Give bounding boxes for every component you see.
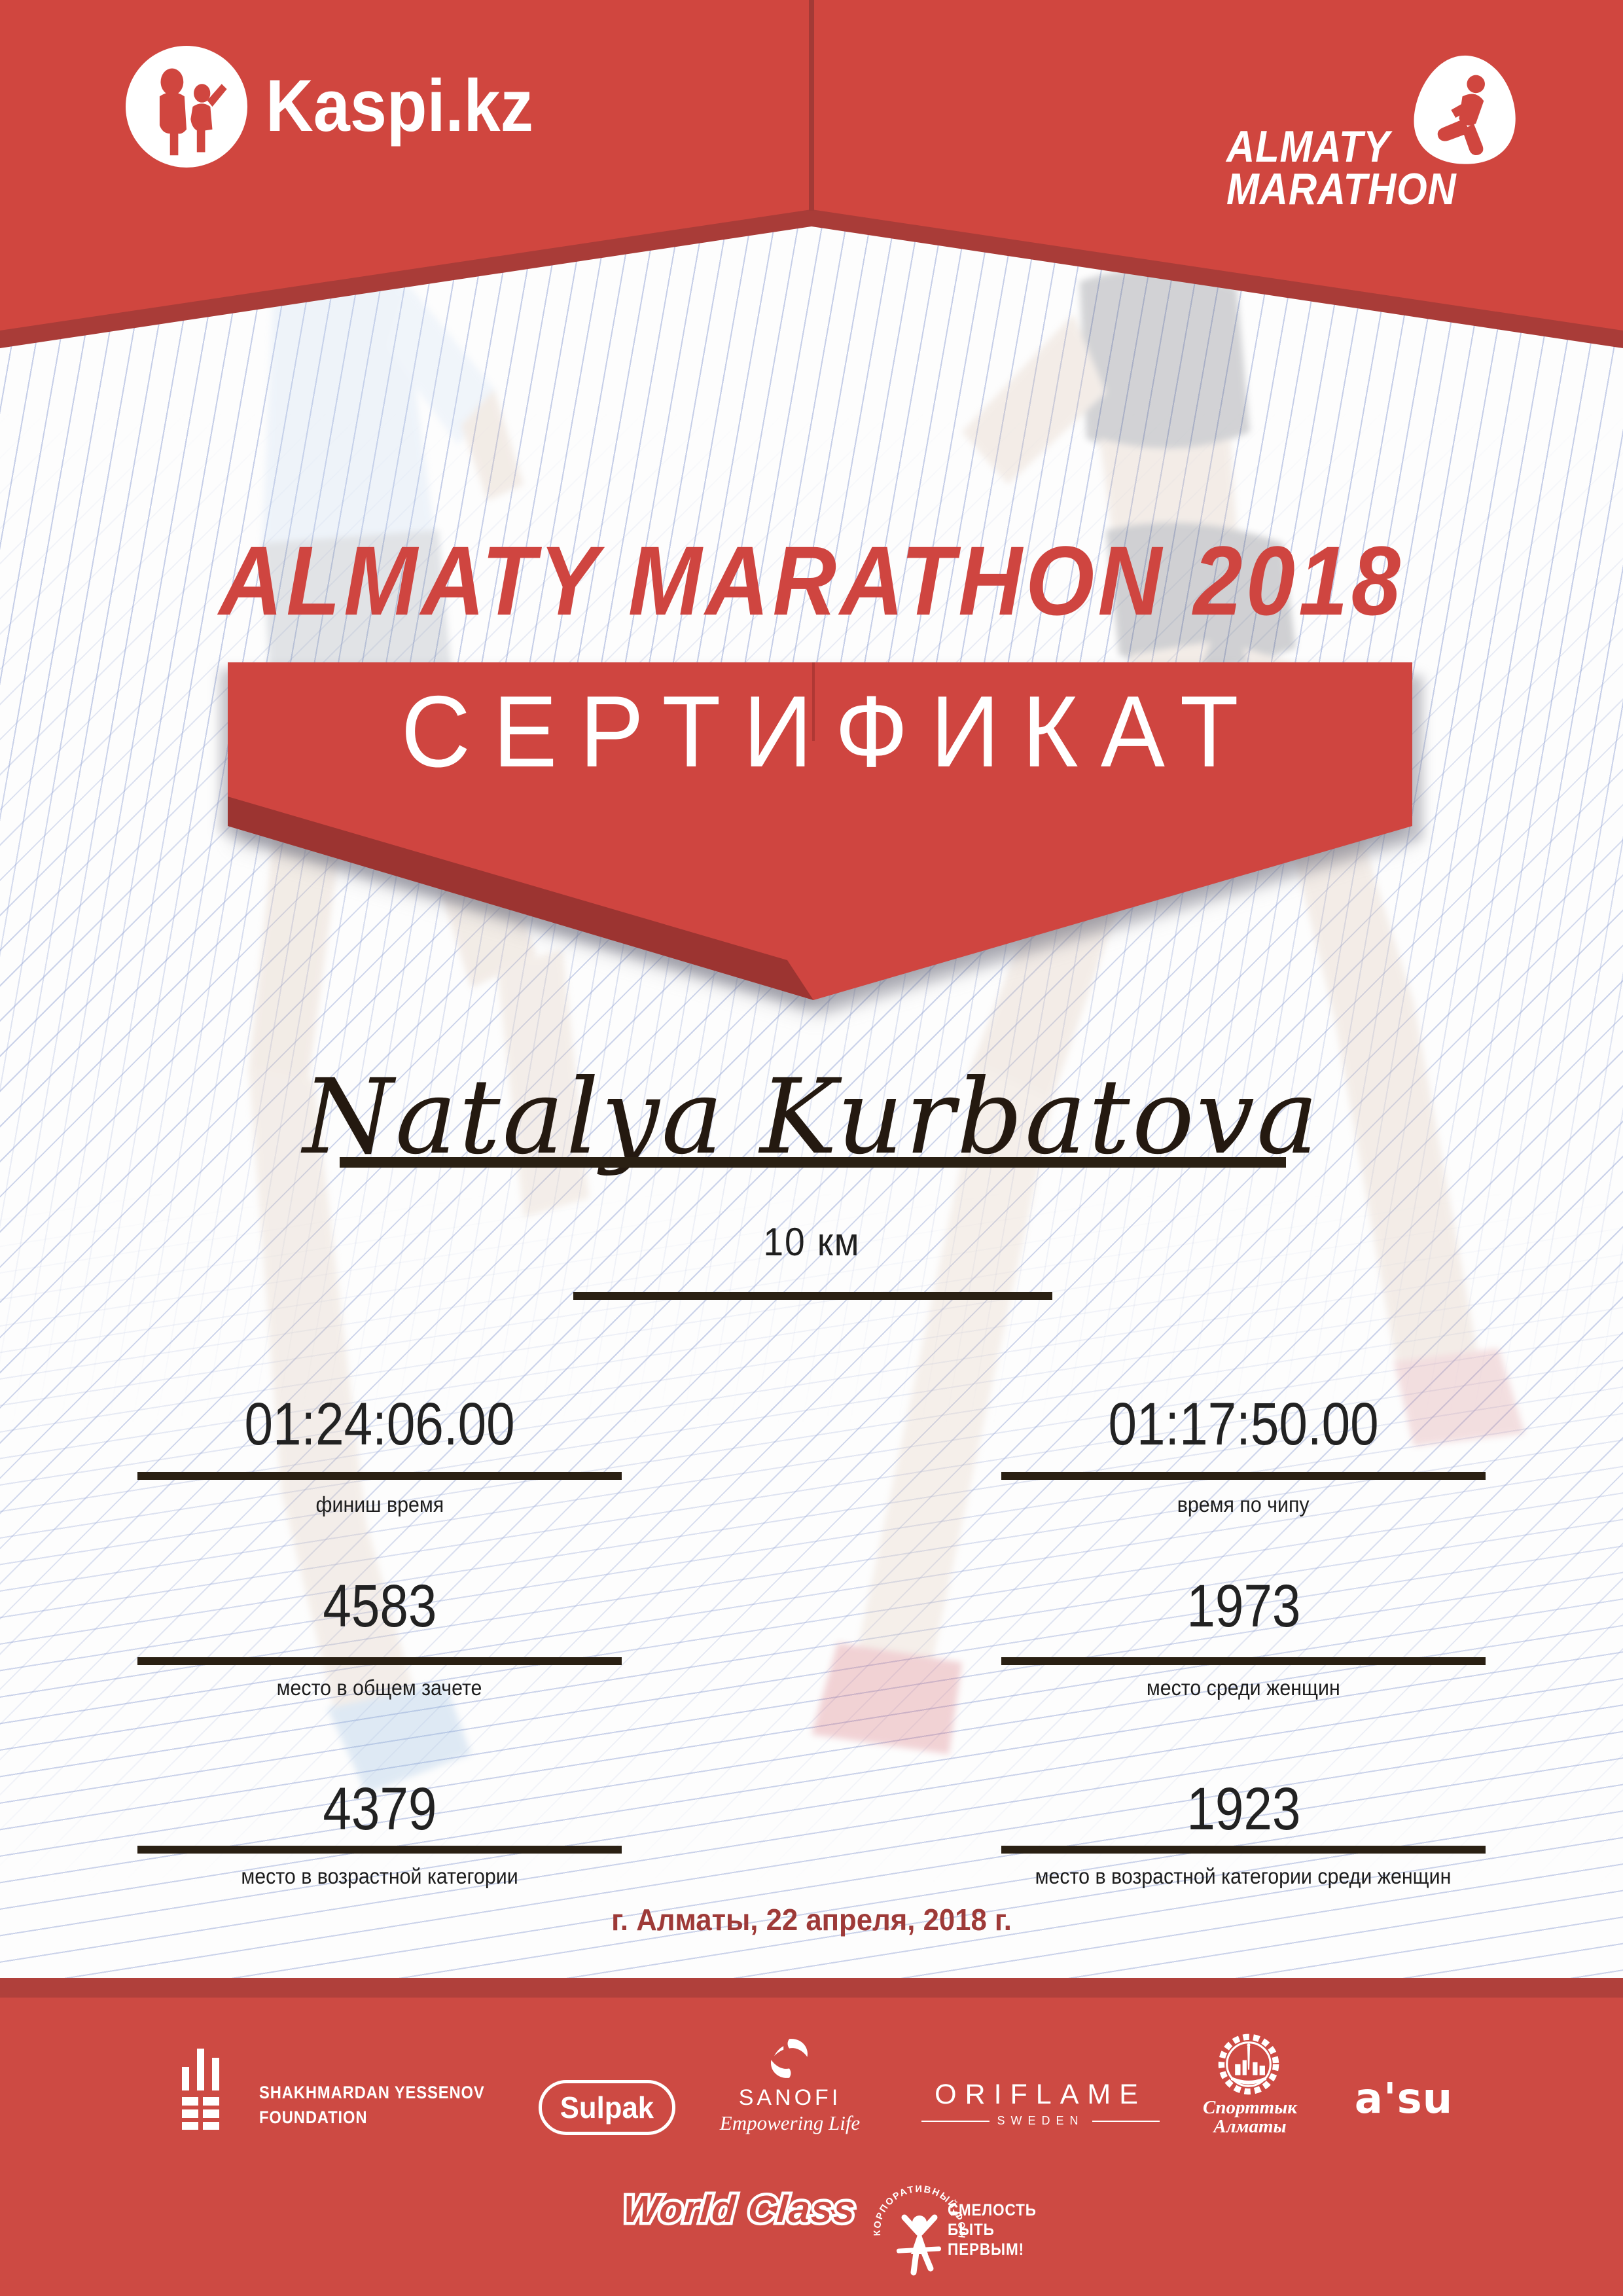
footer-shadow-strip xyxy=(0,1978,1623,1998)
overall-place-underline xyxy=(137,1657,622,1665)
participant-name: Natalya Kurbatova xyxy=(302,1057,1321,1177)
finish-time-value: 01:24:06.00 xyxy=(244,1391,515,1458)
almaty-marathon-runner-icon xyxy=(1414,55,1516,164)
sport-almaty-logo-text: Спорттык Алматы xyxy=(1202,2097,1298,2137)
certificate-label: СЕРТИФИКАТ xyxy=(401,675,1262,788)
distance-underline xyxy=(573,1292,1052,1300)
age-women-place-value: 1923 xyxy=(1186,1776,1300,1842)
oriflame-sweden-row: SWEDEN xyxy=(921,2114,1160,2128)
age-place-underline xyxy=(137,1846,622,1854)
event-title: ALMATY MARATHON 2018 xyxy=(219,526,1404,636)
sanofi-logo-text: SANOFI xyxy=(738,2085,842,2110)
overall-place-value: 4583 xyxy=(323,1573,437,1640)
courage-fund-slogan: СМЕЛОСТЬ БЫТЬ ПЕРВЫМ! xyxy=(948,2201,1037,2259)
almaty-marathon-logo-text: ALMATY MARATHON xyxy=(1226,122,1457,214)
chip-time-underline xyxy=(1001,1472,1486,1480)
event-date: г. Алматы, 22 апреля, 2018 г. xyxy=(611,1903,1012,1937)
runners-photo xyxy=(249,160,1525,1793)
yessenov-foundation-icon xyxy=(182,2049,219,2130)
women-place-underline xyxy=(1001,1657,1486,1665)
name-underline xyxy=(340,1157,1286,1168)
kaspi-logo-icon xyxy=(126,46,247,168)
sulpak-logo: Sulpak xyxy=(539,2080,675,2135)
chip-time-label: время по чипу xyxy=(1177,1492,1310,1516)
oriflame-country: SWEDEN xyxy=(997,2114,1084,2127)
almaty-marathon-logo-line1: ALMATY xyxy=(1226,122,1391,171)
women-place-value: 1973 xyxy=(1186,1573,1300,1640)
header-center-seam xyxy=(809,0,814,211)
kaspi-logo-text: Kaspi.kz xyxy=(266,65,533,147)
certificate-badge-seam xyxy=(812,662,815,741)
overall-place-label: место в общем зачете xyxy=(277,1676,482,1700)
courage-fund-star: ★ xyxy=(949,2208,958,2219)
kaspi-family-icon xyxy=(159,68,227,156)
world-class-logo-text: World Class xyxy=(618,2185,861,2234)
finish-time-label: финиш время xyxy=(315,1492,444,1516)
oriflame-right-rule xyxy=(1092,2120,1160,2122)
age-women-place-label: место в возрастной категории среди женщи… xyxy=(1035,1864,1452,1888)
age-place-label: место в возрастной категории xyxy=(241,1864,518,1888)
courage-fund-icon: КОРПОРАТИВНЫЙ ФОНД ★ xyxy=(865,2173,965,2276)
sanofi-tagline: Empowering Life xyxy=(719,2111,861,2134)
footer-band xyxy=(0,1998,1623,2296)
chip-time-value: 01:17:50.00 xyxy=(1108,1391,1379,1458)
asu-logo-text: a'su xyxy=(1354,2075,1454,2123)
certificate-badge: СЕРТИФИКАТ xyxy=(228,662,1412,1000)
race-distance: 10 км xyxy=(762,1220,861,1264)
sport-almaty-crest-icon xyxy=(1218,2034,1279,2095)
almaty-marathon-logo-line2: MARATHON xyxy=(1226,164,1457,214)
sanofi-bird-icon xyxy=(770,2039,808,2078)
women-place-label: место среди женщин xyxy=(1147,1676,1340,1700)
age-women-place-underline xyxy=(1001,1846,1486,1854)
yessenov-foundation-text: SHAKHMARDAN YESSENOV FOUNDATION xyxy=(259,2083,485,2127)
finish-time-underline xyxy=(137,1472,622,1480)
oriflame-logo-text: ORIFLAME xyxy=(935,2079,1147,2110)
oriflame-left-rule xyxy=(921,2120,990,2122)
age-place-value: 4379 xyxy=(323,1776,437,1842)
